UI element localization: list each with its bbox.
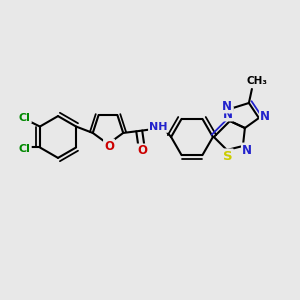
Text: Cl: Cl (19, 112, 31, 122)
Text: N: N (242, 143, 252, 157)
Text: CH₃: CH₃ (246, 76, 267, 86)
Text: O: O (104, 140, 114, 152)
Text: S: S (223, 149, 233, 163)
Text: N: N (260, 110, 270, 124)
Text: Cl: Cl (19, 144, 31, 154)
Text: N: N (223, 107, 233, 121)
Text: N: N (222, 100, 232, 112)
Text: O: O (137, 144, 147, 158)
Text: NH: NH (149, 122, 167, 132)
